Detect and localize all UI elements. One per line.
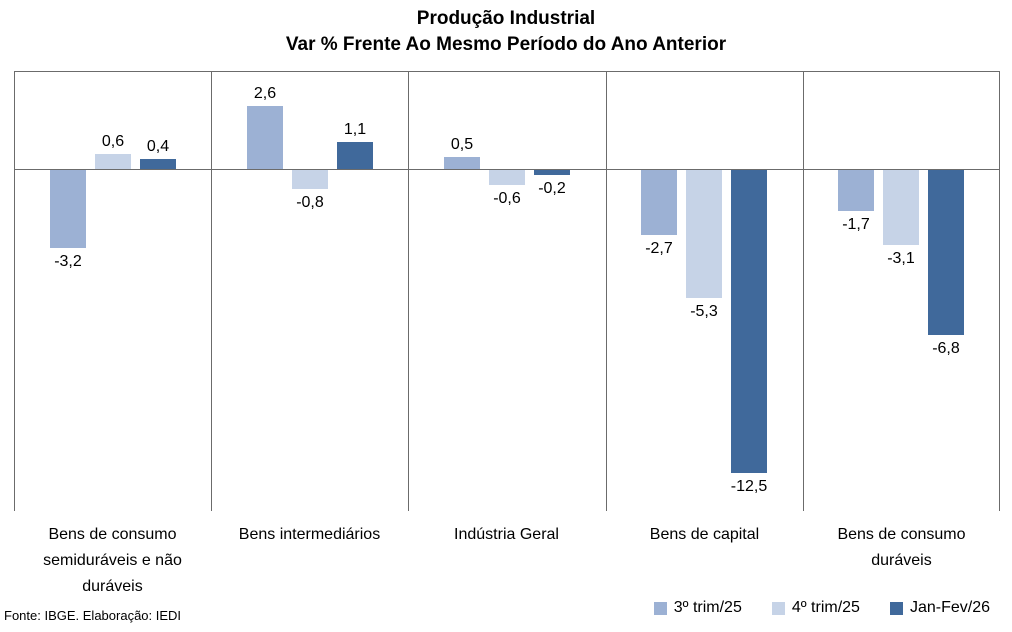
bar-4-trim-25 — [489, 170, 525, 185]
category-label: Bens de capital — [606, 522, 803, 548]
bar-value-label: -3,2 — [54, 253, 82, 270]
chart-title: Produção Industrial — [416, 8, 596, 29]
bar-4-trim-25 — [883, 170, 919, 245]
bar-jan-fev-26 — [140, 159, 176, 169]
bar-value-label: -12,5 — [730, 478, 768, 495]
bar-4-trim-25 — [292, 170, 328, 189]
bar-4-trim-25 — [95, 154, 131, 169]
bar-jan-fev-26 — [337, 142, 373, 169]
bar-value-label: 0,5 — [450, 136, 474, 153]
bar-value-label: -0,2 — [538, 180, 566, 197]
chart-title-block: Produção Industrial Var % Frente Ao Mesm… — [0, 6, 1012, 58]
chart-subtitle: Var % Frente Ao Mesmo Período do Ano Ant… — [285, 34, 727, 55]
legend-swatch-icon — [653, 601, 667, 615]
bar-3-trim-25 — [444, 157, 480, 169]
panel-separator-line — [211, 71, 212, 511]
category-label-text: Indústria Geral — [454, 526, 559, 543]
panel-separator-line — [606, 71, 607, 511]
plot-top-border — [14, 71, 1000, 72]
category-label: Indústria Geral — [408, 522, 605, 548]
legend-item: 3º trim/25 — [653, 599, 742, 617]
bar-value-label: -3,1 — [887, 250, 915, 267]
category-label: Bens de consumo duráveis — [803, 522, 1000, 574]
bar-value-label: -5,3 — [690, 303, 718, 320]
category-label-text: Bens intermediários — [238, 526, 381, 543]
legend-label: 4º trim/25 — [791, 599, 860, 616]
bar-3-trim-25 — [50, 170, 86, 248]
plot-area: -3,2 0,6 0,4 2,6 -0,8 1,1 0,5 -0,6 -0,2 -2,7 -5,3 -… — [14, 71, 1000, 511]
bar-value-label: 0,6 — [101, 133, 125, 150]
bar-value-label: -0,8 — [296, 194, 324, 211]
legend-item: 4º trim/25 — [771, 599, 860, 617]
source-note: Fonte: IBGE. Elaboração: IEDI — [4, 608, 182, 623]
bar-value-label: -0,6 — [493, 190, 521, 207]
legend-label: Jan-Fev/26 — [909, 599, 990, 616]
category-label-text: Bens de consumo duráveis — [837, 526, 966, 569]
category-axis: Bens de consumo semiduráveis e não duráv… — [14, 522, 1000, 602]
category-label: Bens intermediários — [211, 522, 408, 548]
category-label-text: Bens de capital — [649, 526, 760, 543]
bar-value-label: 2,6 — [253, 85, 277, 102]
category-label: Bens de consumo semiduráveis e não duráv… — [14, 522, 211, 600]
bar-3-trim-25 — [247, 106, 283, 169]
panel-separator-line — [408, 71, 409, 511]
bar-value-label: -6,8 — [932, 340, 960, 357]
legend-label: 3º trim/25 — [673, 599, 742, 616]
category-label-text: Bens de consumo semiduráveis e não duráv… — [43, 526, 182, 595]
bar-jan-fev-26 — [731, 170, 767, 473]
legend-swatch-icon — [889, 601, 903, 615]
panel-separator-line — [14, 71, 15, 511]
bar-value-label: -1,7 — [842, 216, 870, 233]
legend-item: Jan-Fev/26 — [889, 599, 990, 617]
legend-swatch-icon — [771, 601, 785, 615]
bar-value-label: 1,1 — [343, 121, 367, 138]
legend: 3º trim/25 4º trim/25 Jan-Fev/26 — [653, 599, 990, 617]
bar-3-trim-25 — [641, 170, 677, 235]
bar-4-trim-25 — [686, 170, 722, 298]
bar-jan-fev-26 — [534, 170, 570, 175]
bar-value-label: 0,4 — [146, 138, 170, 155]
bar-value-label: -2,7 — [645, 240, 673, 257]
panel-separator-line — [803, 71, 804, 511]
panel-separator-line — [999, 71, 1000, 511]
bar-3-trim-25 — [838, 170, 874, 211]
zero-axis-line — [14, 169, 1000, 170]
bar-jan-fev-26 — [928, 170, 964, 335]
